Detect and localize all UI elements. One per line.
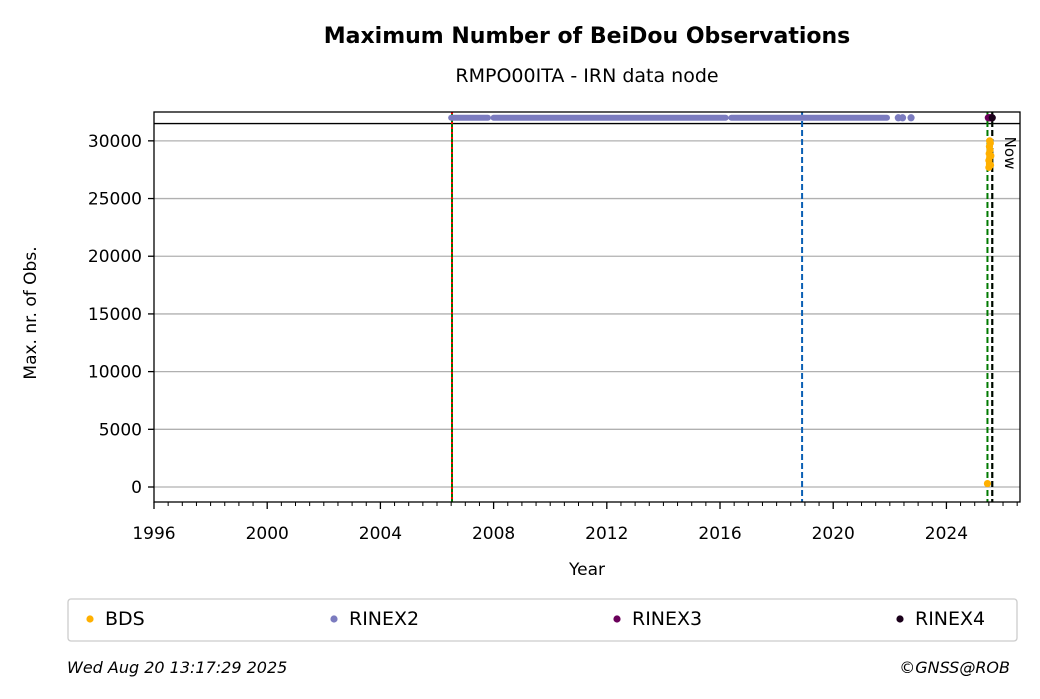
y-tick-label: 15000 bbox=[88, 305, 142, 325]
x-tick-label: 2012 bbox=[585, 524, 628, 544]
data-point bbox=[907, 114, 915, 122]
data-point bbox=[986, 137, 994, 145]
legend-marker bbox=[86, 615, 94, 623]
timestamp: Wed Aug 20 13:17:29 2025 bbox=[67, 658, 288, 677]
data-point bbox=[988, 114, 996, 122]
y-axis: 0 5000 10000 15000 20000 25000 30000 bbox=[88, 132, 154, 498]
x-tick-label: 2016 bbox=[698, 524, 741, 544]
x-tick-label: 1996 bbox=[132, 524, 175, 544]
x-axis-label: Year bbox=[568, 560, 605, 580]
legend-item-bds: BDS bbox=[86, 608, 145, 630]
x-tick-label: 2004 bbox=[359, 524, 402, 544]
legend: BDS RINEX2 RINEX3 RINEX4 bbox=[67, 598, 1018, 642]
legend-label: RINEX2 bbox=[349, 608, 419, 630]
legend-label: RINEX3 bbox=[632, 608, 702, 630]
chart-title: Maximum Number of BeiDou Observations bbox=[324, 24, 851, 49]
y-tick-label: 0 bbox=[131, 478, 142, 498]
x-axis: 1996 2000 2004 2008 2012 2016 2020 2024 bbox=[132, 502, 1018, 544]
x-tick-label: 2020 bbox=[812, 524, 855, 544]
legend-item-rinex2: RINEX2 bbox=[330, 608, 419, 630]
y-tick-label: 20000 bbox=[88, 247, 142, 267]
legend-item-rinex3: RINEX3 bbox=[613, 608, 702, 630]
series-rinex4 bbox=[988, 114, 996, 122]
legend-marker bbox=[896, 615, 904, 623]
legend-box bbox=[67, 598, 1018, 642]
reference-lines bbox=[154, 112, 1020, 502]
legend-label: RINEX4 bbox=[915, 608, 985, 630]
y-tick-label: 10000 bbox=[88, 363, 142, 383]
copyright: ©GNSS@ROB bbox=[899, 658, 1010, 677]
data-point bbox=[987, 152, 995, 160]
now-label: Now bbox=[1001, 137, 1019, 170]
chart-subtitle: RMPO00ITA - IRN data node bbox=[455, 65, 718, 87]
x-tick-label: 2024 bbox=[925, 524, 968, 544]
series-bds bbox=[983, 137, 995, 488]
y-tick-label: 25000 bbox=[88, 190, 142, 210]
x-tick-label: 2000 bbox=[246, 524, 289, 544]
legend-item-rinex4: RINEX4 bbox=[896, 608, 985, 630]
grid-lines bbox=[154, 140, 1020, 488]
legend-marker bbox=[330, 615, 338, 623]
y-tick-label: 30000 bbox=[88, 132, 142, 152]
y-tick-label: 5000 bbox=[99, 420, 142, 440]
data-point bbox=[983, 479, 992, 488]
plot-frame bbox=[153, 111, 1021, 503]
data-point bbox=[986, 161, 995, 169]
data-point bbox=[898, 114, 907, 122]
data-points bbox=[448, 114, 996, 488]
series-rinex2 bbox=[448, 114, 915, 122]
x-tick-label: 2008 bbox=[472, 524, 515, 544]
legend-label: BDS bbox=[105, 608, 145, 630]
legend-marker bbox=[613, 615, 621, 623]
y-axis-label: Max. nr. of Obs. bbox=[21, 246, 41, 379]
